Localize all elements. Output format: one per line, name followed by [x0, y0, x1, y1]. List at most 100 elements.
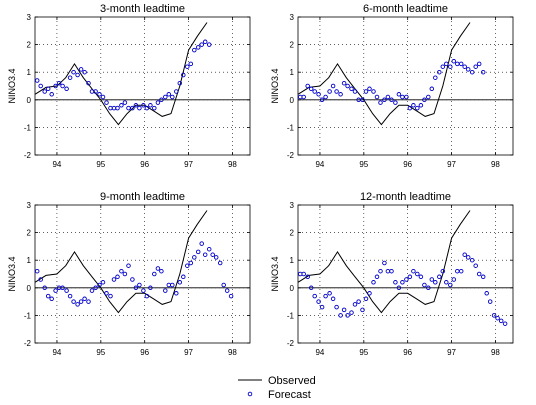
forecast-point: [312, 293, 317, 299]
forecast-point: [458, 61, 464, 67]
y-tick-label: 0: [27, 96, 32, 105]
forecast-point: [448, 64, 453, 69]
forecast-point: [119, 268, 124, 274]
forecast-point: [473, 263, 478, 268]
panel-title: 12-month leadtime: [360, 191, 451, 203]
forecast-point: [371, 89, 376, 94]
panel-2: 6-month leadtime NINO3.4 -2 -1 0 1 2 3 94 95 96 97 9…: [270, 3, 514, 169]
forecast-point: [411, 268, 416, 274]
panel-title: 6-month leadtime: [363, 3, 448, 15]
forecast-point: [316, 92, 321, 97]
forecast-point: [60, 83, 65, 89]
forecast-point: [75, 72, 80, 78]
forecast-point: [97, 92, 102, 97]
plot-frame: [297, 16, 514, 156]
forecast-point: [330, 83, 336, 89]
x-tick-label: 95: [96, 160, 105, 169]
forecast-point: [422, 282, 427, 288]
panel-title: 9-month leadtime: [100, 191, 185, 203]
forecast-point: [126, 263, 131, 268]
forecast-point: [224, 288, 230, 293]
forecast-point: [78, 67, 84, 72]
forecast-point: [185, 263, 190, 268]
forecast-point: [199, 42, 204, 47]
forecast-point: [217, 260, 223, 266]
forecast-point: [418, 103, 424, 108]
forecast-point: [82, 296, 87, 302]
forecast-point: [396, 92, 402, 97]
forecast-point: [491, 313, 497, 318]
forecast-point: [411, 103, 416, 108]
forecast-point: [385, 94, 391, 100]
legend-forecast-label: Forecast: [268, 389, 311, 401]
y-tick-label: 1: [290, 256, 295, 265]
forecast-point: [378, 268, 383, 274]
forecast-point: [374, 274, 380, 280]
forecast-point: [469, 257, 475, 263]
forecast-point: [444, 280, 449, 285]
x-tick-label: 96: [140, 160, 149, 169]
forecast-point: [119, 103, 124, 108]
observed-series-line: [297, 210, 471, 314]
forecast-point: [122, 271, 128, 277]
forecast-point: [426, 285, 431, 291]
forecast-point: [181, 274, 186, 280]
y-tick-label: 0: [290, 96, 295, 105]
forecast-point: [308, 86, 314, 92]
forecast-point: [192, 47, 197, 53]
forecast-point: [34, 268, 40, 274]
x-tick-label: 96: [403, 348, 412, 357]
y-axis-label: NINO3.4: [7, 68, 17, 103]
panel-3: 9-month leadtime NINO3.4 -2 -1 0 1 2 3 94 95 96 97 9…: [7, 191, 251, 357]
forecast-point: [159, 97, 164, 103]
y-tick-label: 1: [290, 68, 295, 77]
forecast-point: [407, 274, 413, 280]
forecast-point: [152, 271, 157, 277]
forecast-point: [170, 282, 175, 288]
x-tick-label: 94: [52, 348, 61, 357]
forecast-point: [181, 72, 186, 78]
forecast-point: [104, 100, 109, 105]
y-tick-label: -1: [287, 123, 295, 132]
forecast-point: [418, 274, 424, 280]
forecast-point: [301, 94, 306, 100]
forecast-point: [144, 293, 150, 299]
forecast-point: [415, 271, 420, 277]
forecast-point: [429, 277, 435, 282]
forecast-point: [133, 103, 139, 108]
forecast-point: [86, 299, 91, 304]
forecast-point: [188, 61, 194, 67]
y-tick-label: 3: [27, 201, 32, 210]
forecast-point: [502, 321, 508, 326]
forecast-point: [367, 291, 372, 296]
forecast-point: [389, 268, 394, 274]
forecast-point: [221, 282, 226, 288]
x-tick-label: 98: [491, 348, 500, 357]
forecast-point: [448, 282, 453, 288]
forecast-point: [440, 64, 446, 69]
forecast-point: [345, 83, 350, 89]
x-tick-label: 96: [403, 160, 412, 169]
forecast-point: [67, 293, 73, 299]
panel-title: 3-month leadtime: [100, 3, 185, 15]
forecast-point: [115, 274, 120, 280]
forecast-point: [56, 80, 62, 86]
forecast-point: [177, 80, 183, 86]
forecast-point: [319, 304, 325, 310]
legend-forecast-marker: [247, 391, 253, 397]
forecast-point: [42, 89, 47, 94]
forecast-point: [137, 105, 142, 111]
forecast-point: [308, 285, 314, 291]
x-tick-label: 98: [228, 348, 237, 357]
forecast-point: [49, 92, 54, 97]
forecast-point: [108, 293, 113, 299]
y-tick-label: 0: [27, 284, 32, 293]
forecast-point: [458, 268, 464, 274]
y-tick-label: 3: [290, 13, 295, 22]
forecast-point: [360, 307, 365, 313]
forecast-point: [45, 86, 51, 92]
forecast-point: [363, 89, 369, 94]
forecast-point: [415, 105, 420, 111]
forecast-point: [213, 255, 219, 260]
forecast-point: [86, 80, 91, 86]
